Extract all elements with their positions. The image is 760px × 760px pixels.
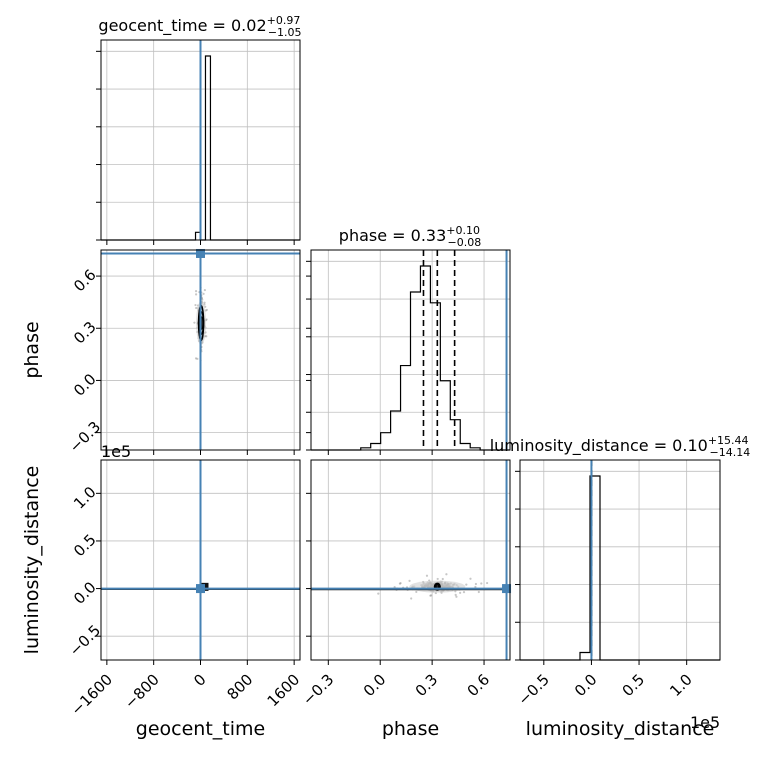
x-tick-label: 0.0 [571, 670, 601, 700]
y-tick-label: 0.5 [70, 531, 100, 561]
panel-title: luminosity_distance = 0.10+15.44 −14.14 [490, 434, 751, 459]
histogram-luminosity_distance [520, 475, 720, 661]
x-tick-label: 0 [190, 670, 209, 689]
y-tick-label: 0.0 [70, 370, 100, 400]
sample-point [436, 577, 439, 581]
sample-point [480, 582, 483, 585]
sample-point [445, 573, 448, 576]
x-tick-label: 1600 [264, 670, 304, 710]
y-tick-label: 0.3 [70, 318, 100, 348]
sample-point [195, 306, 198, 310]
x-tick-label: 1.0 [666, 670, 696, 700]
y-tick-label: 0.0 [70, 578, 100, 608]
x-tick-label: 800 [224, 670, 257, 703]
sample-point [454, 593, 457, 596]
x-tick-label: 0.0 [360, 670, 390, 700]
truth-marker [502, 584, 512, 594]
panel-title: geocent_time = 0.02+0.97 −1.05 [98, 14, 301, 39]
x-tick-label: 0.6 [464, 670, 494, 700]
x-tick-label: −1600 [67, 670, 116, 719]
sample-point [203, 288, 206, 292]
x-tick-label: −0.3 [299, 670, 337, 708]
sample-point [415, 590, 418, 594]
y-tick-label: −0.3 [66, 418, 104, 456]
sample-point [462, 591, 466, 594]
panel-title: phase = 0.33+0.10 −0.08 [339, 224, 481, 249]
panel-frame [310, 249, 511, 451]
sample-point [377, 592, 380, 595]
sample-point [459, 591, 462, 594]
sample-point [194, 303, 197, 307]
x-tick-label: 0.5 [619, 670, 649, 700]
truth-marker [196, 584, 205, 594]
x-tick-label: −800 [121, 670, 163, 712]
sample-point [474, 585, 477, 589]
sample-point [194, 357, 198, 360]
frame-layer [96, 39, 721, 665]
y-tick-label: 0.6 [70, 266, 100, 296]
histogram-phase [311, 265, 510, 451]
sample-point [194, 290, 198, 293]
x-axis-label: phase [382, 718, 439, 740]
x-axis-label: luminosity_distance [526, 718, 715, 740]
text-layer: −1600 −800 0 800 1600−0.3 0.0 0.3 0.6 −0.5 0.0 0.5… [21, 14, 750, 740]
y-axis-label: phase [21, 321, 43, 378]
y-tick-label: −0.5 [66, 621, 104, 659]
sample-point [465, 583, 468, 586]
offset-text: 1e5 [690, 713, 720, 732]
sample-point [474, 582, 478, 586]
sample-point [205, 335, 208, 338]
truth-marker [196, 248, 205, 258]
x-tick-label: 0.3 [412, 670, 442, 700]
sample-point [202, 292, 205, 295]
sample-point [201, 298, 204, 301]
y-tick-label: 1.0 [70, 483, 100, 513]
data-layer [101, 40, 720, 661]
x-tick-label: −0.5 [515, 670, 553, 708]
sample-point [469, 577, 472, 580]
sample-point [441, 577, 444, 581]
sample-point [425, 574, 429, 577]
offset-text: 1e5 [101, 442, 131, 461]
y-axis-label: luminosity_distance [21, 466, 43, 655]
panel-frame [310, 459, 511, 661]
panel-frame [519, 459, 721, 661]
sample-point [194, 293, 198, 296]
sample-point [486, 581, 489, 585]
sample-point [204, 305, 207, 308]
sample-point [203, 301, 206, 304]
sample-point [408, 579, 411, 582]
sample-point [398, 582, 402, 585]
sample-point [193, 321, 196, 324]
sample-point [477, 590, 480, 594]
sample-point [455, 595, 458, 598]
x-axis-label: geocent_time [136, 718, 265, 740]
sample-point [410, 597, 413, 600]
sample-point [430, 594, 433, 597]
